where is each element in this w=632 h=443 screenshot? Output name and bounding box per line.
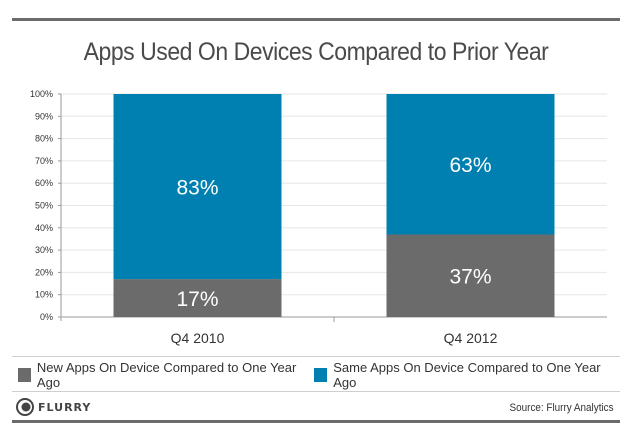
y-tick-label: 10% — [35, 290, 53, 300]
bar-segment-same-apps — [386, 94, 555, 235]
data-label: 63% — [449, 154, 491, 177]
legend-top-rule — [12, 356, 620, 357]
top-rule — [12, 18, 620, 21]
data-label: 83% — [176, 177, 218, 200]
y-tick-label: 80% — [35, 134, 53, 144]
legend: New Apps On Device Compared to One Year … — [18, 360, 618, 390]
y-tick-label: 100% — [30, 89, 53, 99]
legend-swatch-same-apps — [314, 368, 328, 382]
legend-item-new-apps: New Apps On Device Compared to One Year … — [18, 360, 300, 390]
x-tick-label: Q4 2010 — [171, 330, 225, 346]
flurry-logo-icon — [16, 398, 34, 416]
x-tick-label: Q4 2012 — [444, 330, 498, 346]
y-tick-label: 0% — [40, 312, 53, 322]
y-tick-label: 30% — [35, 245, 53, 255]
y-tick-label: 70% — [35, 156, 53, 166]
data-label: 37% — [449, 266, 491, 289]
bar-segment-new-apps — [386, 234, 555, 317]
flurry-logo-text: FLURRY — [38, 400, 92, 414]
data-label: 17% — [176, 288, 218, 311]
y-tick-label: 50% — [35, 201, 53, 211]
source-note: Source: Flurry Analytics — [510, 402, 614, 414]
chart-title: Apps Used On Devices Compared to Prior Y… — [83, 38, 549, 66]
legend-label-same-apps: Same Apps On Device Compared to One Year… — [333, 360, 601, 390]
legend-label-new-apps: New Apps On Device Compared to One Year … — [36, 360, 297, 390]
bar-segment-new-apps — [113, 279, 282, 317]
legend-bottom-rule — [12, 391, 620, 392]
y-tick-label: 90% — [35, 111, 53, 121]
flurry-logo: FLURRY — [16, 398, 91, 416]
y-tick-label: 20% — [35, 267, 53, 277]
y-tick-label: 40% — [35, 223, 53, 233]
legend-swatch-new-apps — [18, 368, 31, 382]
bar-segment-same-apps — [113, 94, 282, 280]
y-tick-label: 60% — [35, 178, 53, 188]
legend-item-same-apps: Same Apps On Device Compared to One Year… — [314, 360, 604, 390]
bottom-rule — [12, 420, 620, 423]
